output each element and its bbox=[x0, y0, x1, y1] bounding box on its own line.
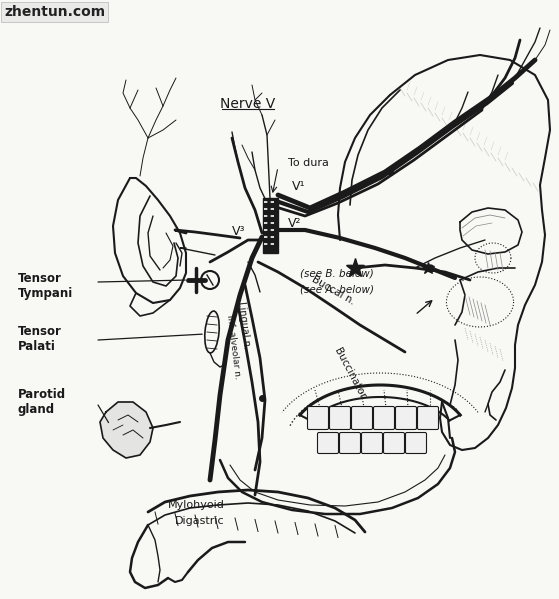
Text: Tensor
Tympani: Tensor Tympani bbox=[18, 272, 73, 300]
Text: Inf. alveolar n.: Inf. alveolar n. bbox=[225, 314, 242, 380]
Text: V²: V² bbox=[288, 217, 301, 230]
Text: V³: V³ bbox=[232, 225, 245, 238]
Text: V¹: V¹ bbox=[292, 180, 306, 193]
Text: (see A. below): (see A. below) bbox=[300, 285, 374, 295]
Text: Digastric: Digastric bbox=[175, 516, 225, 526]
FancyBboxPatch shape bbox=[263, 198, 278, 253]
FancyBboxPatch shape bbox=[339, 432, 361, 453]
FancyBboxPatch shape bbox=[329, 407, 350, 429]
FancyBboxPatch shape bbox=[373, 407, 395, 429]
FancyBboxPatch shape bbox=[362, 432, 382, 453]
FancyBboxPatch shape bbox=[307, 407, 329, 429]
FancyBboxPatch shape bbox=[418, 407, 438, 429]
Text: Lingual n.: Lingual n. bbox=[236, 301, 252, 350]
FancyBboxPatch shape bbox=[396, 407, 416, 429]
FancyBboxPatch shape bbox=[352, 407, 372, 429]
FancyBboxPatch shape bbox=[318, 432, 339, 453]
Text: (see B. below): (see B. below) bbox=[300, 269, 374, 279]
Text: To dura: To dura bbox=[288, 158, 329, 168]
FancyBboxPatch shape bbox=[383, 432, 405, 453]
Text: Tensor
Palati: Tensor Palati bbox=[18, 325, 62, 353]
Text: Buccinator: Buccinator bbox=[332, 346, 367, 400]
Text: zhentun.com: zhentun.com bbox=[4, 5, 105, 19]
Text: Buccal n.: Buccal n. bbox=[310, 274, 357, 307]
Text: Mylohyoid: Mylohyoid bbox=[168, 500, 225, 510]
Text: Nerve V: Nerve V bbox=[220, 97, 276, 111]
Polygon shape bbox=[100, 402, 153, 458]
Text: Parotid
gland: Parotid gland bbox=[18, 388, 66, 416]
FancyBboxPatch shape bbox=[405, 432, 427, 453]
